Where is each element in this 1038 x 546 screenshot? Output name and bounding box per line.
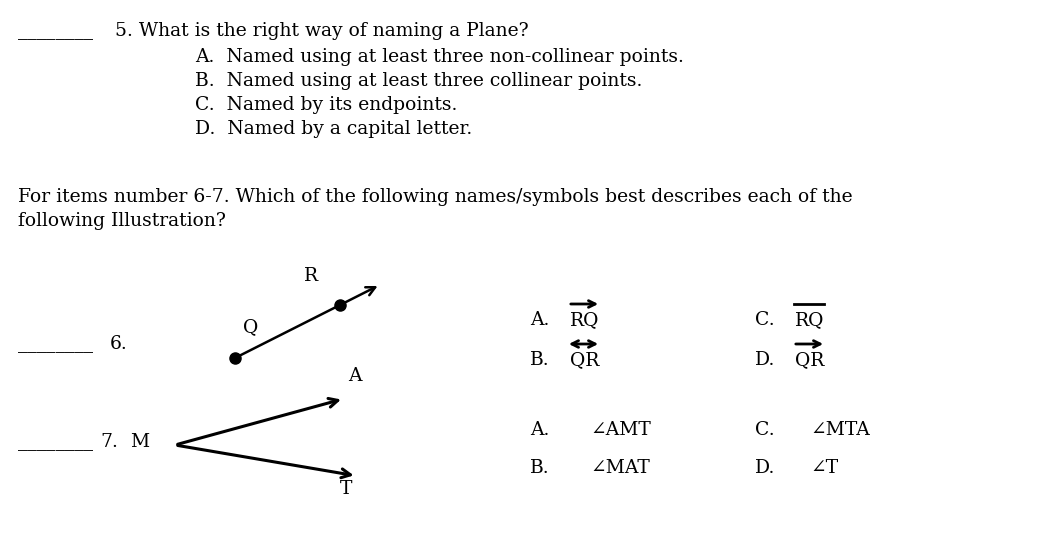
Text: 5. What is the right way of naming a Plane?: 5. What is the right way of naming a Pla… [115, 22, 528, 40]
Text: RQ: RQ [795, 311, 824, 329]
Text: B.: B. [530, 351, 550, 369]
Text: R: R [304, 267, 318, 285]
Text: B.: B. [530, 459, 550, 477]
Text: Q: Q [243, 318, 258, 336]
Text: A: A [348, 367, 361, 385]
Text: ________: ________ [18, 22, 93, 40]
Text: following Illustration?: following Illustration? [18, 212, 226, 230]
Text: For items number 6-7. Which of the following names/symbols best describes each o: For items number 6-7. Which of the follo… [18, 188, 852, 206]
Text: C.  Named by its endpoints.: C. Named by its endpoints. [195, 96, 458, 114]
Text: B.  Named using at least three collinear points.: B. Named using at least three collinear … [195, 72, 643, 90]
Text: C.: C. [755, 311, 774, 329]
Text: 7.: 7. [100, 433, 118, 451]
Text: ∠AMT: ∠AMT [590, 421, 651, 439]
Text: A.: A. [530, 311, 549, 329]
Text: D.: D. [755, 459, 775, 477]
Text: A.  Named using at least three non-collinear points.: A. Named using at least three non-collin… [195, 48, 684, 66]
Text: ________: ________ [18, 433, 93, 451]
Text: T: T [340, 480, 353, 498]
Text: QR: QR [795, 351, 824, 369]
Text: ________: ________ [18, 335, 93, 353]
Text: ∠MTA: ∠MTA [810, 421, 870, 439]
Text: C.: C. [755, 421, 774, 439]
Text: D.: D. [755, 351, 775, 369]
Text: ∠MAT: ∠MAT [590, 459, 650, 477]
Text: QR: QR [570, 351, 599, 369]
Text: A.: A. [530, 421, 549, 439]
Text: RQ: RQ [570, 311, 599, 329]
Text: M: M [130, 433, 149, 451]
Text: 6.: 6. [110, 335, 128, 353]
Text: D.  Named by a capital letter.: D. Named by a capital letter. [195, 120, 472, 138]
Text: ∠T: ∠T [810, 459, 838, 477]
